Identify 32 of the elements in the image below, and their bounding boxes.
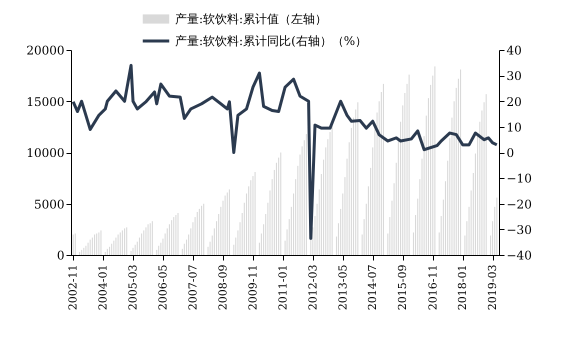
- y-tick-label: 15000: [26, 94, 64, 109]
- y2-tick-label: 40: [506, 44, 522, 58]
- y2-tick-label: −40: [506, 248, 532, 262]
- x-tick-label: 2011-01: [276, 264, 290, 310]
- y2-tick-label: 10: [506, 120, 522, 134]
- x-tick-label: 2009-11: [246, 264, 260, 310]
- legend-label: 产量:软饮料:累计值（左轴）: [175, 12, 328, 26]
- x-tick-label: 2013-05: [336, 264, 350, 310]
- y2-tick-label: 20: [506, 94, 522, 109]
- y2-tick-label: 0: [506, 146, 514, 160]
- x-tick-label: 2005-03: [126, 264, 140, 310]
- y-tick-label: 0: [56, 248, 64, 262]
- x-tick-label: 2006-05: [156, 264, 170, 310]
- y-tick-label: 20000: [26, 44, 64, 58]
- y-tick-label: 10000: [26, 146, 64, 160]
- x-tick-label: 2012-03: [306, 264, 320, 310]
- x-tick-label: 2004-01: [96, 264, 110, 310]
- x-tick-label: 2015-09: [396, 264, 410, 310]
- y2-tick-label: −10: [506, 172, 532, 186]
- x-tick-label: 2018-01: [456, 264, 470, 310]
- y2-tick-label: 30: [506, 69, 522, 84]
- x-tick-label: 2019-03: [486, 264, 500, 310]
- x-tick-label: 2002-11: [66, 264, 80, 310]
- y-tick-label: 5000: [34, 197, 64, 212]
- y2-tick-label: −30: [506, 222, 532, 237]
- legend-label: 产量:软饮料:累计同比(右轴）（%）: [175, 34, 368, 48]
- x-tick-label: 2016-11: [426, 264, 440, 310]
- x-tick-label: 2008-09: [216, 264, 230, 310]
- x-tick-label: 2007-07: [186, 264, 200, 310]
- x-tick-label: 2014-07: [366, 264, 380, 310]
- y2-tick-label: −20: [506, 197, 532, 212]
- line-series: [72, 64, 498, 240]
